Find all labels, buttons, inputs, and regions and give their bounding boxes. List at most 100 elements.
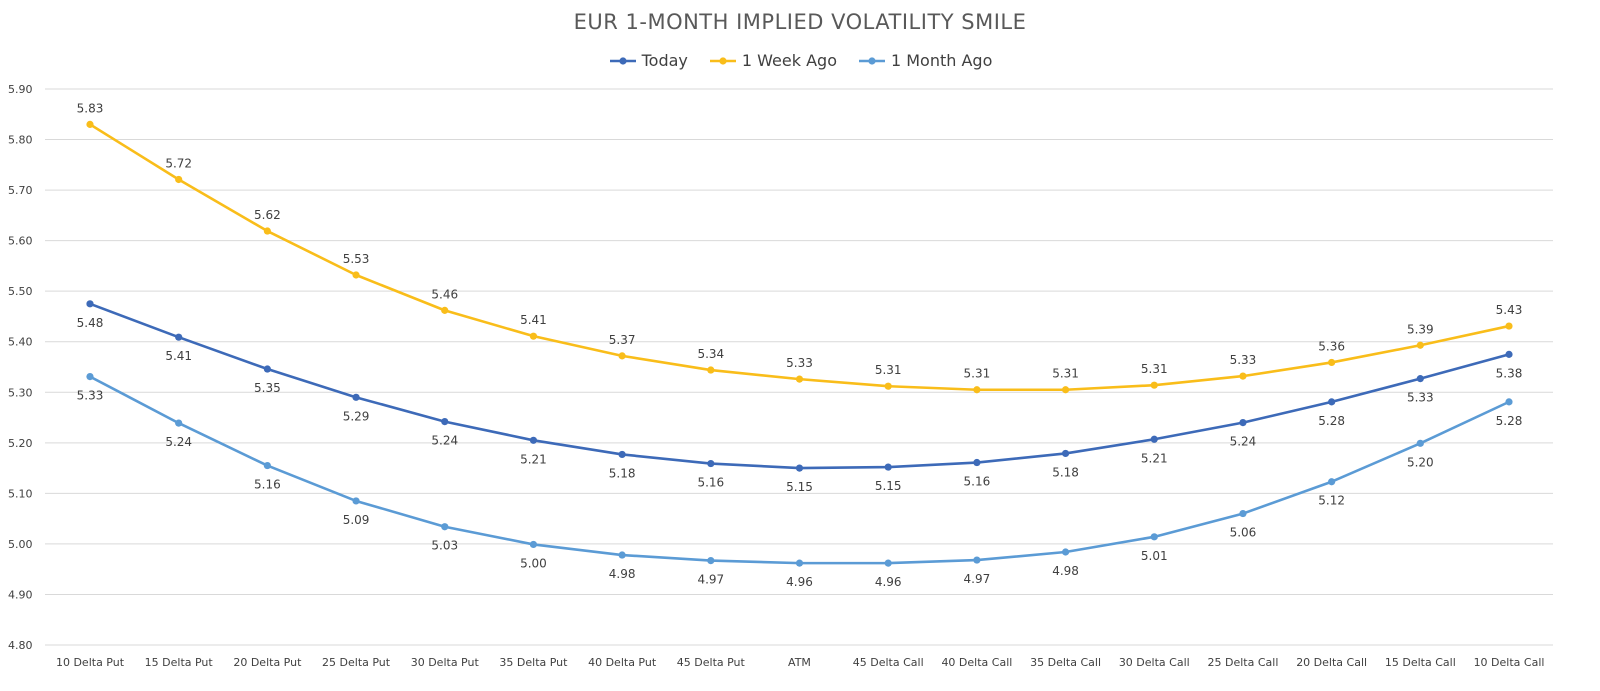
data-point [1150, 533, 1158, 541]
x-tick-label: 25 Delta Call [1208, 656, 1279, 669]
y-tick-label: 5.50 [8, 285, 33, 298]
x-tick-label: 10 Delta Call [1474, 656, 1545, 669]
data-label: 5.01 [1141, 549, 1168, 563]
data-point [1150, 381, 1158, 389]
x-tick-label: 20 Delta Put [233, 656, 302, 669]
data-label: 5.21 [520, 452, 547, 466]
data-label: 4.98 [609, 567, 636, 581]
data-label: 5.16 [254, 478, 281, 492]
data-label: 4.97 [964, 572, 991, 586]
data-point [1505, 322, 1513, 330]
data-point [1328, 358, 1336, 367]
legend-item: 1 Week Ago [708, 51, 837, 70]
x-tick-label: 45 Delta Call [853, 656, 924, 669]
data-point [529, 332, 538, 340]
data-label: 5.72 [165, 156, 192, 170]
legend-item: 1 Month Ago [857, 51, 992, 70]
data-point [707, 459, 715, 468]
x-tick-label: 35 Delta Put [499, 656, 568, 669]
data-point [884, 382, 892, 390]
data-point [973, 458, 981, 467]
data-point [175, 419, 183, 427]
data-label: 5.33 [1230, 353, 1257, 367]
legend-swatch [609, 56, 636, 65]
data-label: 5.35 [254, 381, 281, 395]
y-tick-label: 5.10 [8, 487, 33, 500]
x-tick-label: 15 Delta Put [145, 656, 214, 669]
data-point [352, 497, 360, 505]
x-tick-label: 30 Delta Call [1119, 656, 1190, 669]
data-label: 5.20 [1407, 455, 1434, 469]
y-tick-label: 5.20 [8, 437, 33, 450]
data-label: 5.31 [1052, 367, 1079, 381]
data-label: 5.12 [1318, 494, 1345, 508]
data-label: 5.39 [1407, 322, 1434, 336]
data-label: 5.24 [431, 434, 458, 448]
data-point [441, 417, 449, 426]
data-label: 5.53 [343, 252, 370, 266]
data-point [175, 333, 183, 341]
data-label: 5.28 [1496, 414, 1523, 428]
data-label: 5.41 [520, 313, 547, 327]
data-label: 5.21 [1141, 451, 1168, 465]
data-point [1061, 386, 1070, 394]
data-label: 5.31 [1141, 362, 1168, 376]
data-point [1150, 435, 1158, 443]
data-point [86, 373, 94, 381]
data-point [1416, 341, 1424, 349]
data-label: 5.43 [1496, 303, 1523, 317]
y-tick-label: 4.80 [8, 639, 33, 652]
data-label: 4.98 [1052, 564, 1079, 578]
data-point [1239, 372, 1247, 380]
x-tick-label: 15 Delta Call [1385, 656, 1456, 669]
y-tick-label: 5.80 [8, 134, 33, 147]
data-point [707, 366, 715, 374]
data-label: 5.38 [1496, 366, 1523, 380]
data-point [884, 463, 892, 471]
data-point [529, 540, 538, 549]
legend-swatch-marker [619, 56, 627, 65]
data-label: 4.97 [697, 573, 724, 587]
data-label: 5.00 [520, 556, 547, 570]
data-point [529, 436, 538, 444]
data-label: 5.15 [875, 479, 902, 493]
data-label: 5.33 [786, 356, 813, 370]
y-tick-label: 5.00 [8, 538, 33, 551]
data-point [441, 523, 449, 531]
data-point [1061, 548, 1070, 556]
data-label: 5.16 [964, 475, 991, 489]
data-point [86, 120, 94, 128]
legend-label: 1 Month Ago [890, 51, 993, 70]
data-label: 5.18 [609, 466, 636, 480]
data-label: 5.41 [165, 349, 192, 363]
data-label: 5.29 [343, 409, 370, 423]
data-point [973, 556, 981, 564]
data-point [1061, 449, 1070, 458]
y-tick-label: 4.90 [8, 588, 33, 601]
data-point [973, 386, 981, 394]
x-tick-label: 40 Delta Put [588, 656, 657, 669]
data-label: 5.48 [77, 316, 104, 330]
data-point [1239, 509, 1247, 518]
data-label: 4.96 [875, 575, 902, 589]
legend-label: Today [641, 51, 688, 70]
data-label: 5.15 [786, 480, 813, 494]
data-point [618, 551, 626, 559]
y-tick-label: 5.70 [8, 184, 33, 197]
data-point [618, 352, 626, 360]
legend-swatch [709, 56, 736, 65]
data-label: 5.06 [1230, 526, 1257, 540]
data-label: 5.18 [1052, 465, 1079, 479]
y-tick-label: 5.90 [8, 83, 33, 96]
data-label: 5.24 [165, 435, 192, 449]
data-point [707, 556, 715, 565]
data-label: 5.31 [875, 363, 902, 377]
data-label: 5.31 [964, 367, 991, 381]
data-point [86, 300, 94, 308]
legend: Today 1 Week Ago 1 Month Ago [0, 51, 1600, 70]
series-line [88, 302, 1511, 470]
data-label: 5.33 [77, 389, 104, 403]
data-point [795, 464, 804, 472]
data-label: 5.83 [77, 101, 104, 115]
